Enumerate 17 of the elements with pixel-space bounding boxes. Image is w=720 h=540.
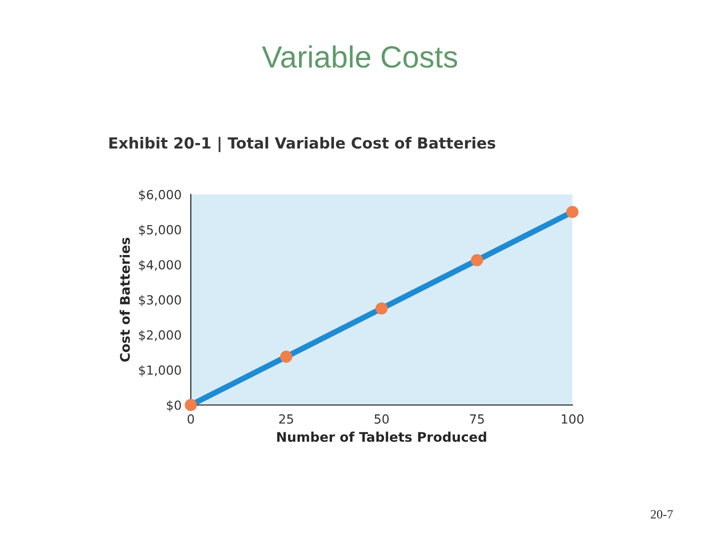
text: 20-7 bbox=[650, 510, 673, 519]
y-axis-title: Cost of Batteries bbox=[120, 238, 130, 362]
y-tick-label: $1,000 bbox=[139, 365, 181, 376]
y-tick-label: $0 bbox=[166, 400, 181, 412]
y-tick-label: $2,000 bbox=[139, 330, 181, 342]
x-tick-label: 25 bbox=[279, 414, 294, 424]
x-tick-label: 75 bbox=[470, 414, 484, 424]
y-tick-label: $6,000 bbox=[139, 190, 181, 201]
x-tick-label: 50 bbox=[374, 414, 389, 424]
y-tick-label: $3,000 bbox=[139, 294, 181, 306]
x-axis-title: Number of Tablets Produced bbox=[277, 432, 486, 442]
chart-title: Variable Costs bbox=[262, 45, 458, 68]
y-tick-label: $5,000 bbox=[139, 224, 181, 236]
x-tick-label: 100 bbox=[562, 414, 584, 424]
y-tick-label: $4,000 bbox=[139, 260, 181, 272]
x-tick-label: 0 bbox=[188, 414, 194, 424]
chart-subtitle: Exhibit 20-1 | Total Variable Cost of Batteries bbox=[109, 136, 496, 152]
